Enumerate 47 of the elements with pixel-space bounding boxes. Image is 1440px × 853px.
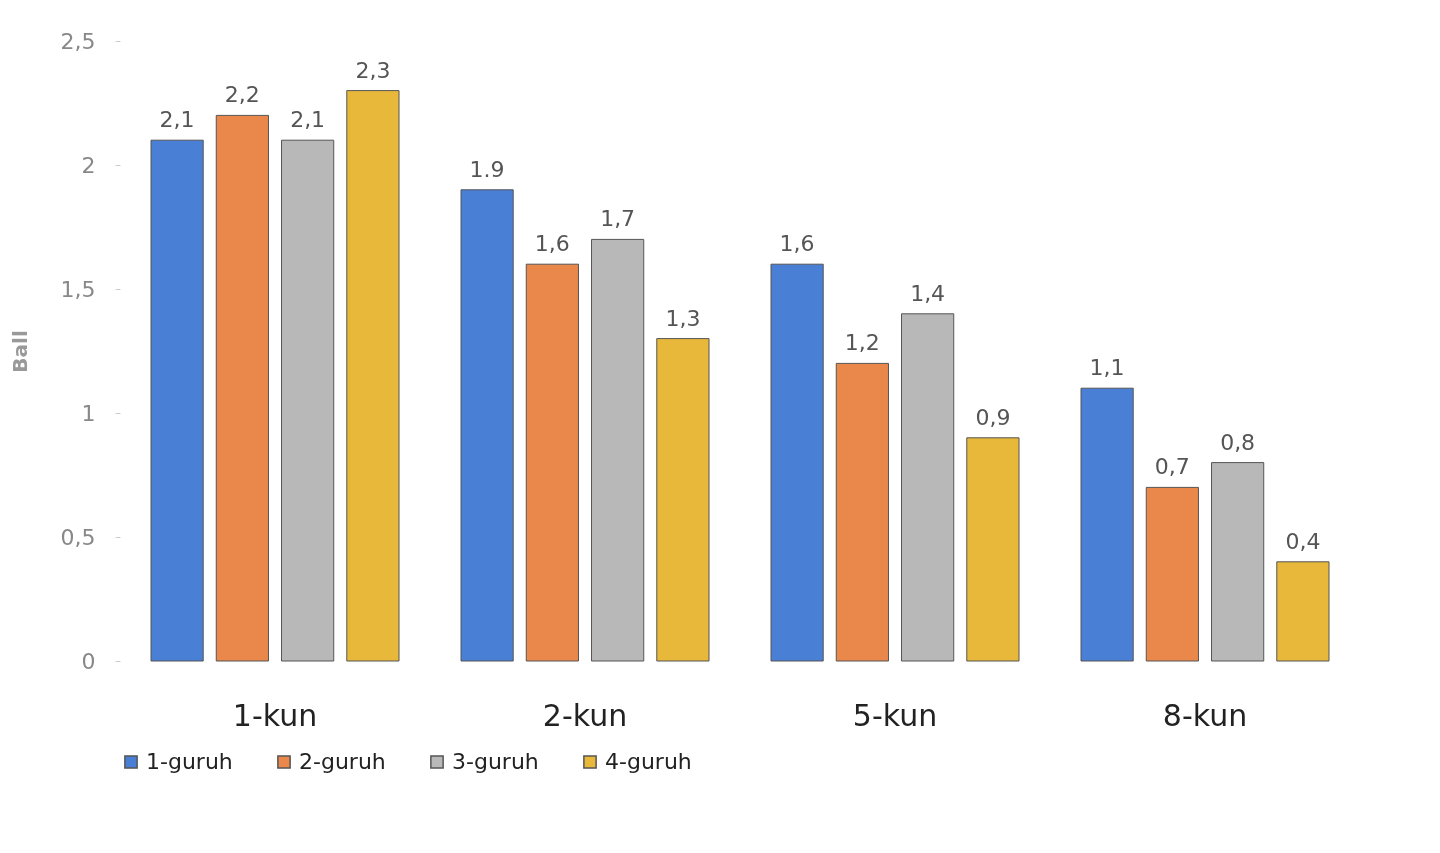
x-tick-label: 5-kun <box>852 697 938 733</box>
bar <box>346 90 400 662</box>
y-tick-label: 2,5 <box>60 28 96 54</box>
data-label: 1.9 <box>469 156 505 182</box>
bar <box>1211 462 1265 662</box>
data-label: 1,1 <box>1089 355 1125 381</box>
y-axis-title: Ball <box>7 330 32 373</box>
data-label: 0,8 <box>1220 429 1256 455</box>
data-label: 1,7 <box>600 206 636 232</box>
data-label: 2,1 <box>159 107 195 133</box>
bar <box>1080 387 1134 662</box>
bar <box>1145 486 1199 662</box>
y-tick-label: 2 <box>81 152 96 178</box>
data-label: 0,9 <box>975 404 1011 430</box>
bar <box>460 189 514 662</box>
bar <box>215 114 269 662</box>
data-label: 1,3 <box>665 305 701 331</box>
y-tick-label: 1 <box>81 400 96 426</box>
data-label: 0,7 <box>1154 454 1190 480</box>
data-label: 1,4 <box>910 280 946 306</box>
data-label: 0,4 <box>1285 528 1321 554</box>
bar <box>656 338 710 662</box>
x-tick-label: 2-kun <box>542 697 628 733</box>
data-label: 2,2 <box>224 82 260 108</box>
legend-label: 4-guruh <box>605 749 692 774</box>
bar <box>150 139 204 662</box>
data-label: 2,1 <box>290 107 326 133</box>
data-label: 1,6 <box>534 231 570 257</box>
bar <box>1276 561 1330 662</box>
bar <box>770 263 824 662</box>
bar <box>525 263 579 662</box>
y-tick-label: 0,5 <box>60 524 96 550</box>
y-tick-label: 0 <box>81 648 96 674</box>
bar <box>901 313 955 662</box>
bar <box>591 238 645 662</box>
x-tick-label: 8-kun <box>1162 697 1248 733</box>
legend-label: 3-guruh <box>452 749 539 774</box>
bar <box>966 437 1020 662</box>
legend-label: 2-guruh <box>299 749 386 774</box>
data-label: 1,6 <box>779 231 815 257</box>
bar <box>281 139 335 662</box>
data-label: 2,3 <box>355 57 391 83</box>
legend-label: 1-guruh <box>146 749 233 774</box>
x-tick-label: 1-kun <box>232 697 318 733</box>
y-tick-label: 1,5 <box>60 276 96 302</box>
bar <box>835 362 889 662</box>
data-label: 1,2 <box>844 330 880 356</box>
